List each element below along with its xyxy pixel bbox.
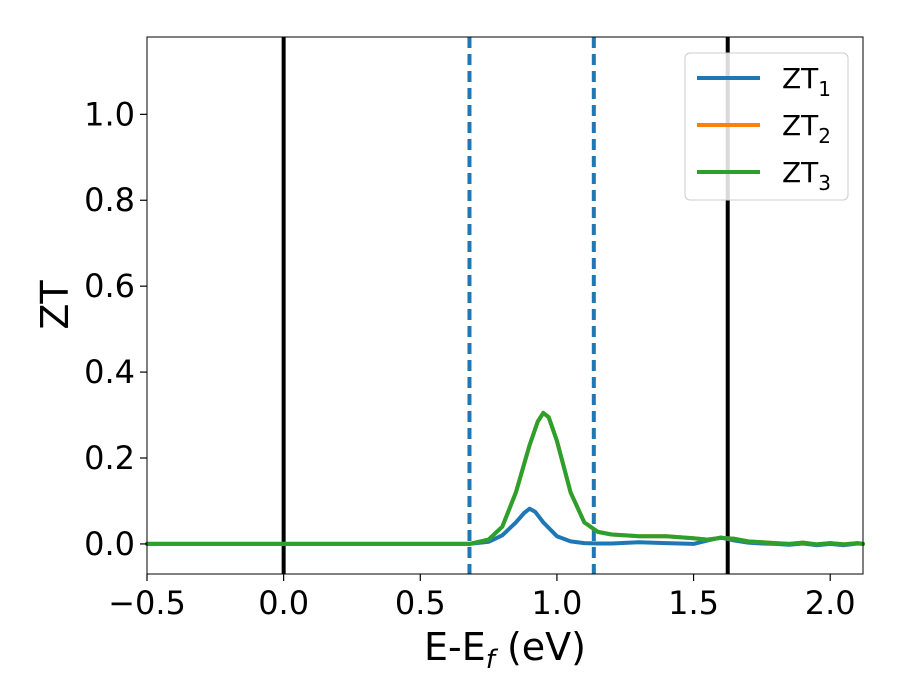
y-axis-title: ZT — [33, 280, 77, 330]
legend-label-3: ZT3 — [782, 156, 831, 195]
x-tick-label: 0.5 — [395, 584, 446, 622]
y-tick-label: 0.8 — [84, 181, 135, 219]
x-tick-label: 1.0 — [531, 584, 582, 622]
y-tick-label: 0.6 — [84, 267, 135, 305]
y-tick-label: 0.2 — [84, 439, 135, 477]
x-tick-label: 0.0 — [258, 584, 309, 622]
y-tick-label: 0.4 — [84, 353, 135, 391]
legend: ZT1 ZT2 ZT3 — [684, 52, 849, 201]
series-line-3 — [145, 410, 865, 547]
y-tick-label: 0.0 — [84, 525, 135, 563]
plot-frame — [146, 36, 864, 575]
y-tick-label: 1.0 — [84, 95, 135, 133]
x-tick-label: 2.0 — [805, 584, 856, 622]
legend-label-1: ZT1 — [782, 62, 831, 101]
x-tick-label: −0.5 — [108, 584, 186, 622]
x-tick-label: 1.5 — [668, 584, 719, 622]
legend-label-2: ZT2 — [782, 109, 831, 148]
legend-box — [684, 52, 849, 201]
x-axis-title: E-Ef (eV) — [424, 625, 586, 675]
series-line-1 — [145, 506, 865, 548]
